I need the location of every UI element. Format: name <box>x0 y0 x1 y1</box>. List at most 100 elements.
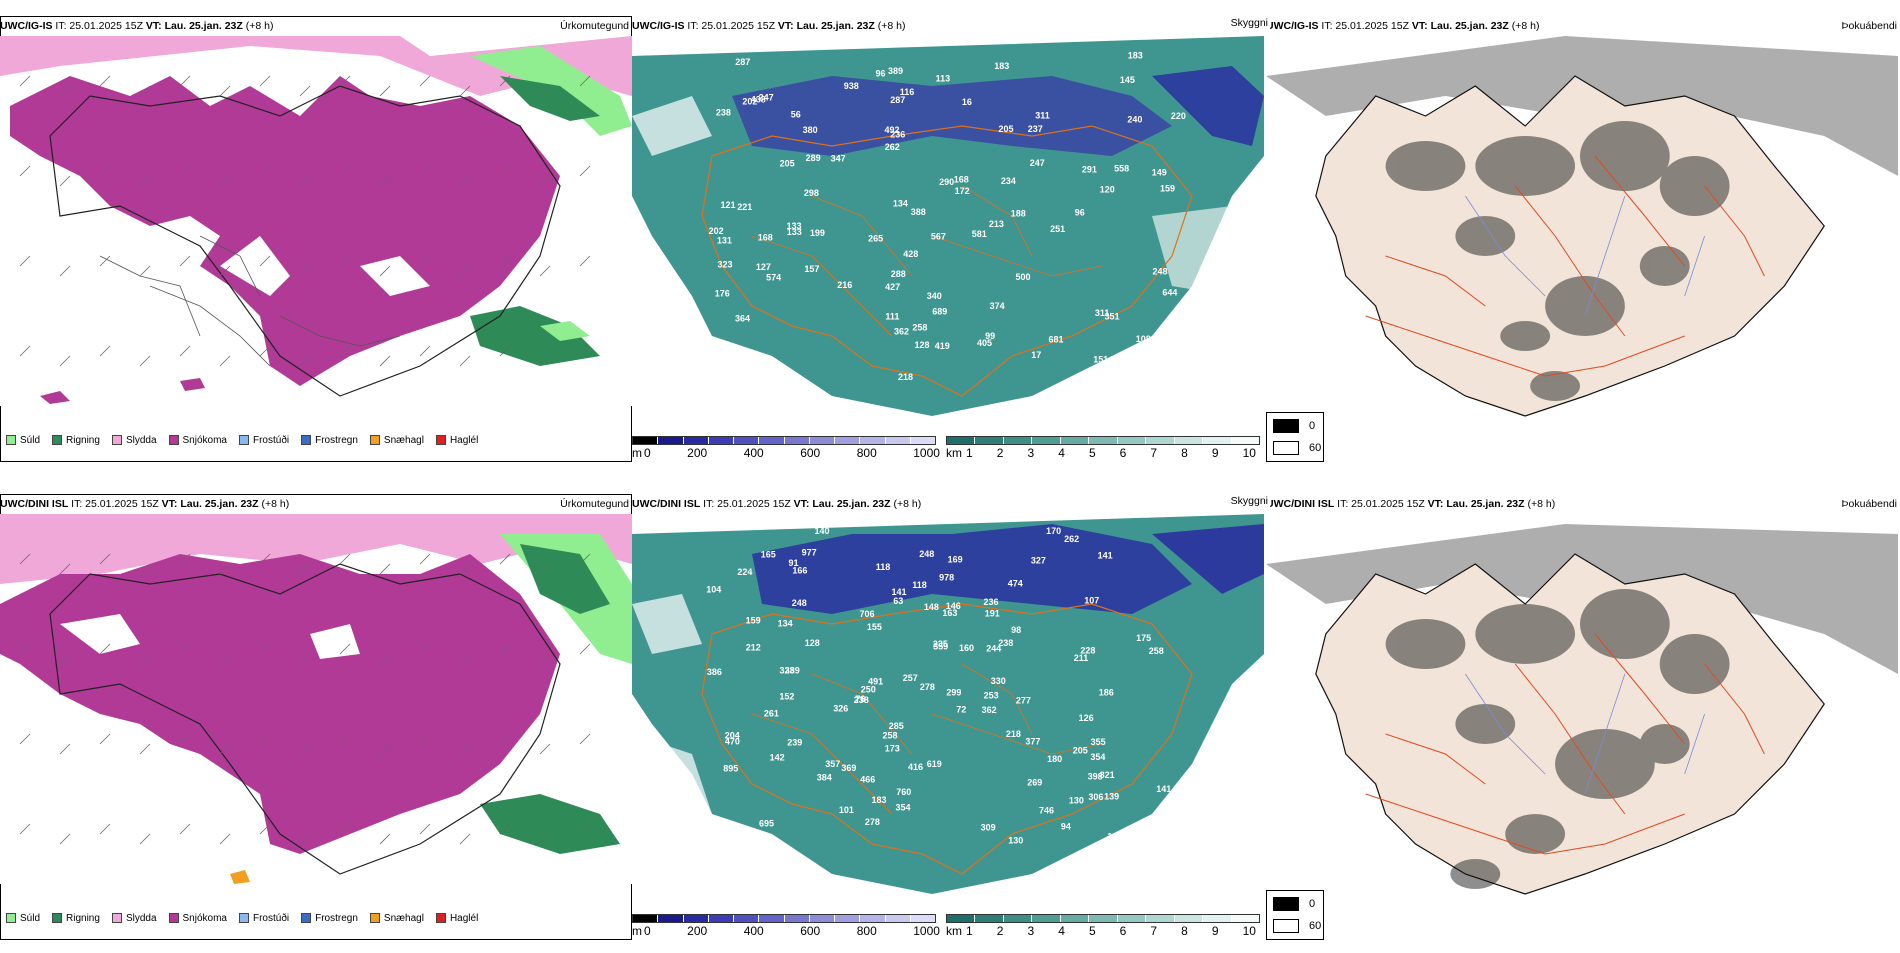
ceiling-height-label: 218 <box>1006 729 1021 739</box>
visibility-colorbar <box>946 436 1260 445</box>
legend-label: Súld <box>20 912 41 924</box>
panel-header: UWC/DINI ISL IT: 25.01.2025 15Z VT: Lau.… <box>632 495 1270 514</box>
tick-label: 7 <box>1150 924 1158 938</box>
ceiling-height-label: 183 <box>994 61 1009 71</box>
ceiling-height-label: 165 <box>761 549 776 559</box>
ceiling-height-label: 247 <box>759 93 774 103</box>
ceiling-height-label: 170 <box>1046 526 1061 536</box>
ceiling-height-label: 380 <box>803 125 818 135</box>
ceiling-height-label: 238 <box>998 638 1013 648</box>
ceiling-height-label: 277 <box>1016 696 1031 706</box>
ceiling-height-label: 306 <box>1088 792 1103 802</box>
fog-index-panel: UWC/IG-IS IT: 25.01.2025 15Z VT: Lau. 25… <box>1266 0 1900 475</box>
visibility-colorbar-step <box>1146 915 1175 922</box>
ceiling-height-label: 127 <box>756 262 771 272</box>
legend-item-hail: Haglél <box>435 913 478 924</box>
visibility-colorbar-step <box>1203 437 1232 444</box>
ceiling-height-label: 357 <box>825 759 840 769</box>
ceiling-height-label: 180 <box>1047 754 1062 764</box>
fog-dark-swatch <box>1273 419 1299 433</box>
legend-label: Rigning <box>66 434 100 446</box>
ceiling-height-label: 240 <box>1127 115 1142 125</box>
model-name: UWC/IG-IS <box>632 20 685 32</box>
ceiling-height-label: 212 <box>746 643 761 653</box>
ceiling-height-label: 204 <box>725 730 740 740</box>
ceiling-colorbar-step <box>860 437 886 444</box>
panel-header: UWC/DINI ISL IT: 25.01.2025 15Z VT: Lau.… <box>1266 498 1900 514</box>
ceiling-height-label: 287 <box>890 95 905 105</box>
ceiling-height-label: 118 <box>876 562 891 572</box>
valid-time: VT: Lau. 25.jan. 23Z <box>1427 498 1525 510</box>
ceiling-map: 165 170 140 262 169 977 91 166 141 327 224 248 474 97… <box>632 514 1264 914</box>
ceiling-height-label: 163 <box>942 608 957 618</box>
ceiling-height-label: 261 <box>764 708 779 718</box>
legend-label: Slydda <box>125 912 157 924</box>
ceiling-height-label: 133 <box>787 221 802 231</box>
snow-pellets-swatch <box>369 913 380 923</box>
ceiling-height-label: 148 <box>924 602 939 612</box>
ceiling-height-label: 96 <box>876 68 886 78</box>
ceiling-height-label: 386 <box>707 667 722 677</box>
ceiling-height-label: 681 <box>1049 335 1064 345</box>
fog-legend-light: 60 <box>1273 441 1321 455</box>
ceiling-height-label: 619 <box>927 759 942 769</box>
ceiling-height-label: 76 <box>855 694 865 704</box>
legend-item-freezing-rain: Frostregn <box>301 435 358 446</box>
ceiling-colorbar-step <box>784 437 810 444</box>
ceiling-height-label: 98 <box>1011 625 1021 635</box>
rain-swatch <box>52 913 63 923</box>
ceiling-visibility-panel: UWC/IG-IS IT: 25.01.2025 15Z VT: Lau. 25… <box>632 0 1270 475</box>
visibility-colorbar-step <box>947 915 976 922</box>
ceiling-height-label: 762 <box>1136 839 1151 849</box>
ceiling-colorbar-step <box>809 915 835 922</box>
ceiling-height-label: 251 <box>1050 224 1065 234</box>
ceiling-colorbar-step <box>759 915 785 922</box>
ceiling-colorbar-step <box>759 437 785 444</box>
ceiling-height-label: 291 <box>1082 164 1097 174</box>
lead-time: (+8 h) <box>893 498 922 510</box>
ceiling-height-label: 311 <box>1095 308 1110 318</box>
tick-label: 8 <box>1181 446 1188 460</box>
tick-label: 2 <box>996 924 1004 938</box>
ceiling-height-label: 139 <box>1104 792 1119 802</box>
visibility-colorbar-step <box>1003 915 1033 922</box>
ceiling-height-label: 121 <box>721 200 736 210</box>
precip-map <box>0 514 632 884</box>
ceiling-height-label: 359 <box>933 641 948 651</box>
ceiling-height-label: 253 <box>984 690 999 700</box>
colorbars: m 0 200 400 600 800 1000 km 1 2 3 4 5 6 … <box>632 914 1264 946</box>
legend-label: Frostregn <box>315 912 358 924</box>
legend-item-drizzle: Súld <box>6 913 40 924</box>
ceiling-height-label: 142 <box>770 753 785 763</box>
ceiling-height-label: 176 <box>715 289 730 299</box>
tick-label: 1000 <box>913 924 940 938</box>
panel-header: UWC/IG-IS IT: 25.01.2025 15Z VT: Lau. 25… <box>1266 20 1900 36</box>
ceiling-height-label: 128 <box>915 340 930 350</box>
legend-label: Snæhagl <box>383 434 424 446</box>
fog-legend-dark: 0 <box>1273 897 1315 911</box>
fog-index-panel: UWC/DINI ISL IT: 25.01.2025 15Z VT: Lau.… <box>1266 478 1900 953</box>
tick-label: 600 <box>800 924 821 938</box>
ceiling-height-label: 172 <box>955 186 970 196</box>
tick-label: 5 <box>1088 446 1096 460</box>
ceiling-height-label: 238 <box>716 108 731 118</box>
fog-dark-label: 0 <box>1309 898 1316 910</box>
ceiling-height-label: 558 <box>1114 164 1129 174</box>
visibility-unit: km <box>946 924 962 938</box>
ceiling-height-label: 133 <box>787 227 802 237</box>
ceiling-height-label: 160 <box>959 643 974 653</box>
ceiling-height-label: 169 <box>948 555 963 565</box>
ceiling-height-label: 163 <box>703 344 718 354</box>
ceiling-colorbar-step <box>784 915 810 922</box>
fog-light-label: 60 <box>1309 442 1322 454</box>
ceiling-height-label: 145 <box>1120 75 1135 85</box>
visibility-colorbar-step <box>1174 915 1204 922</box>
ceiling-height-label: 895 <box>723 764 738 774</box>
legend-label: Frostúði <box>252 434 290 446</box>
ceiling-colorbar-step <box>910 915 935 922</box>
tick-label: 3 <box>1027 446 1035 460</box>
tick-label: 9 <box>1211 446 1219 460</box>
ceiling-height-label: 398 <box>1088 771 1103 781</box>
ceiling-colorbar-step <box>734 437 760 444</box>
fog-light-swatch <box>1273 919 1299 933</box>
